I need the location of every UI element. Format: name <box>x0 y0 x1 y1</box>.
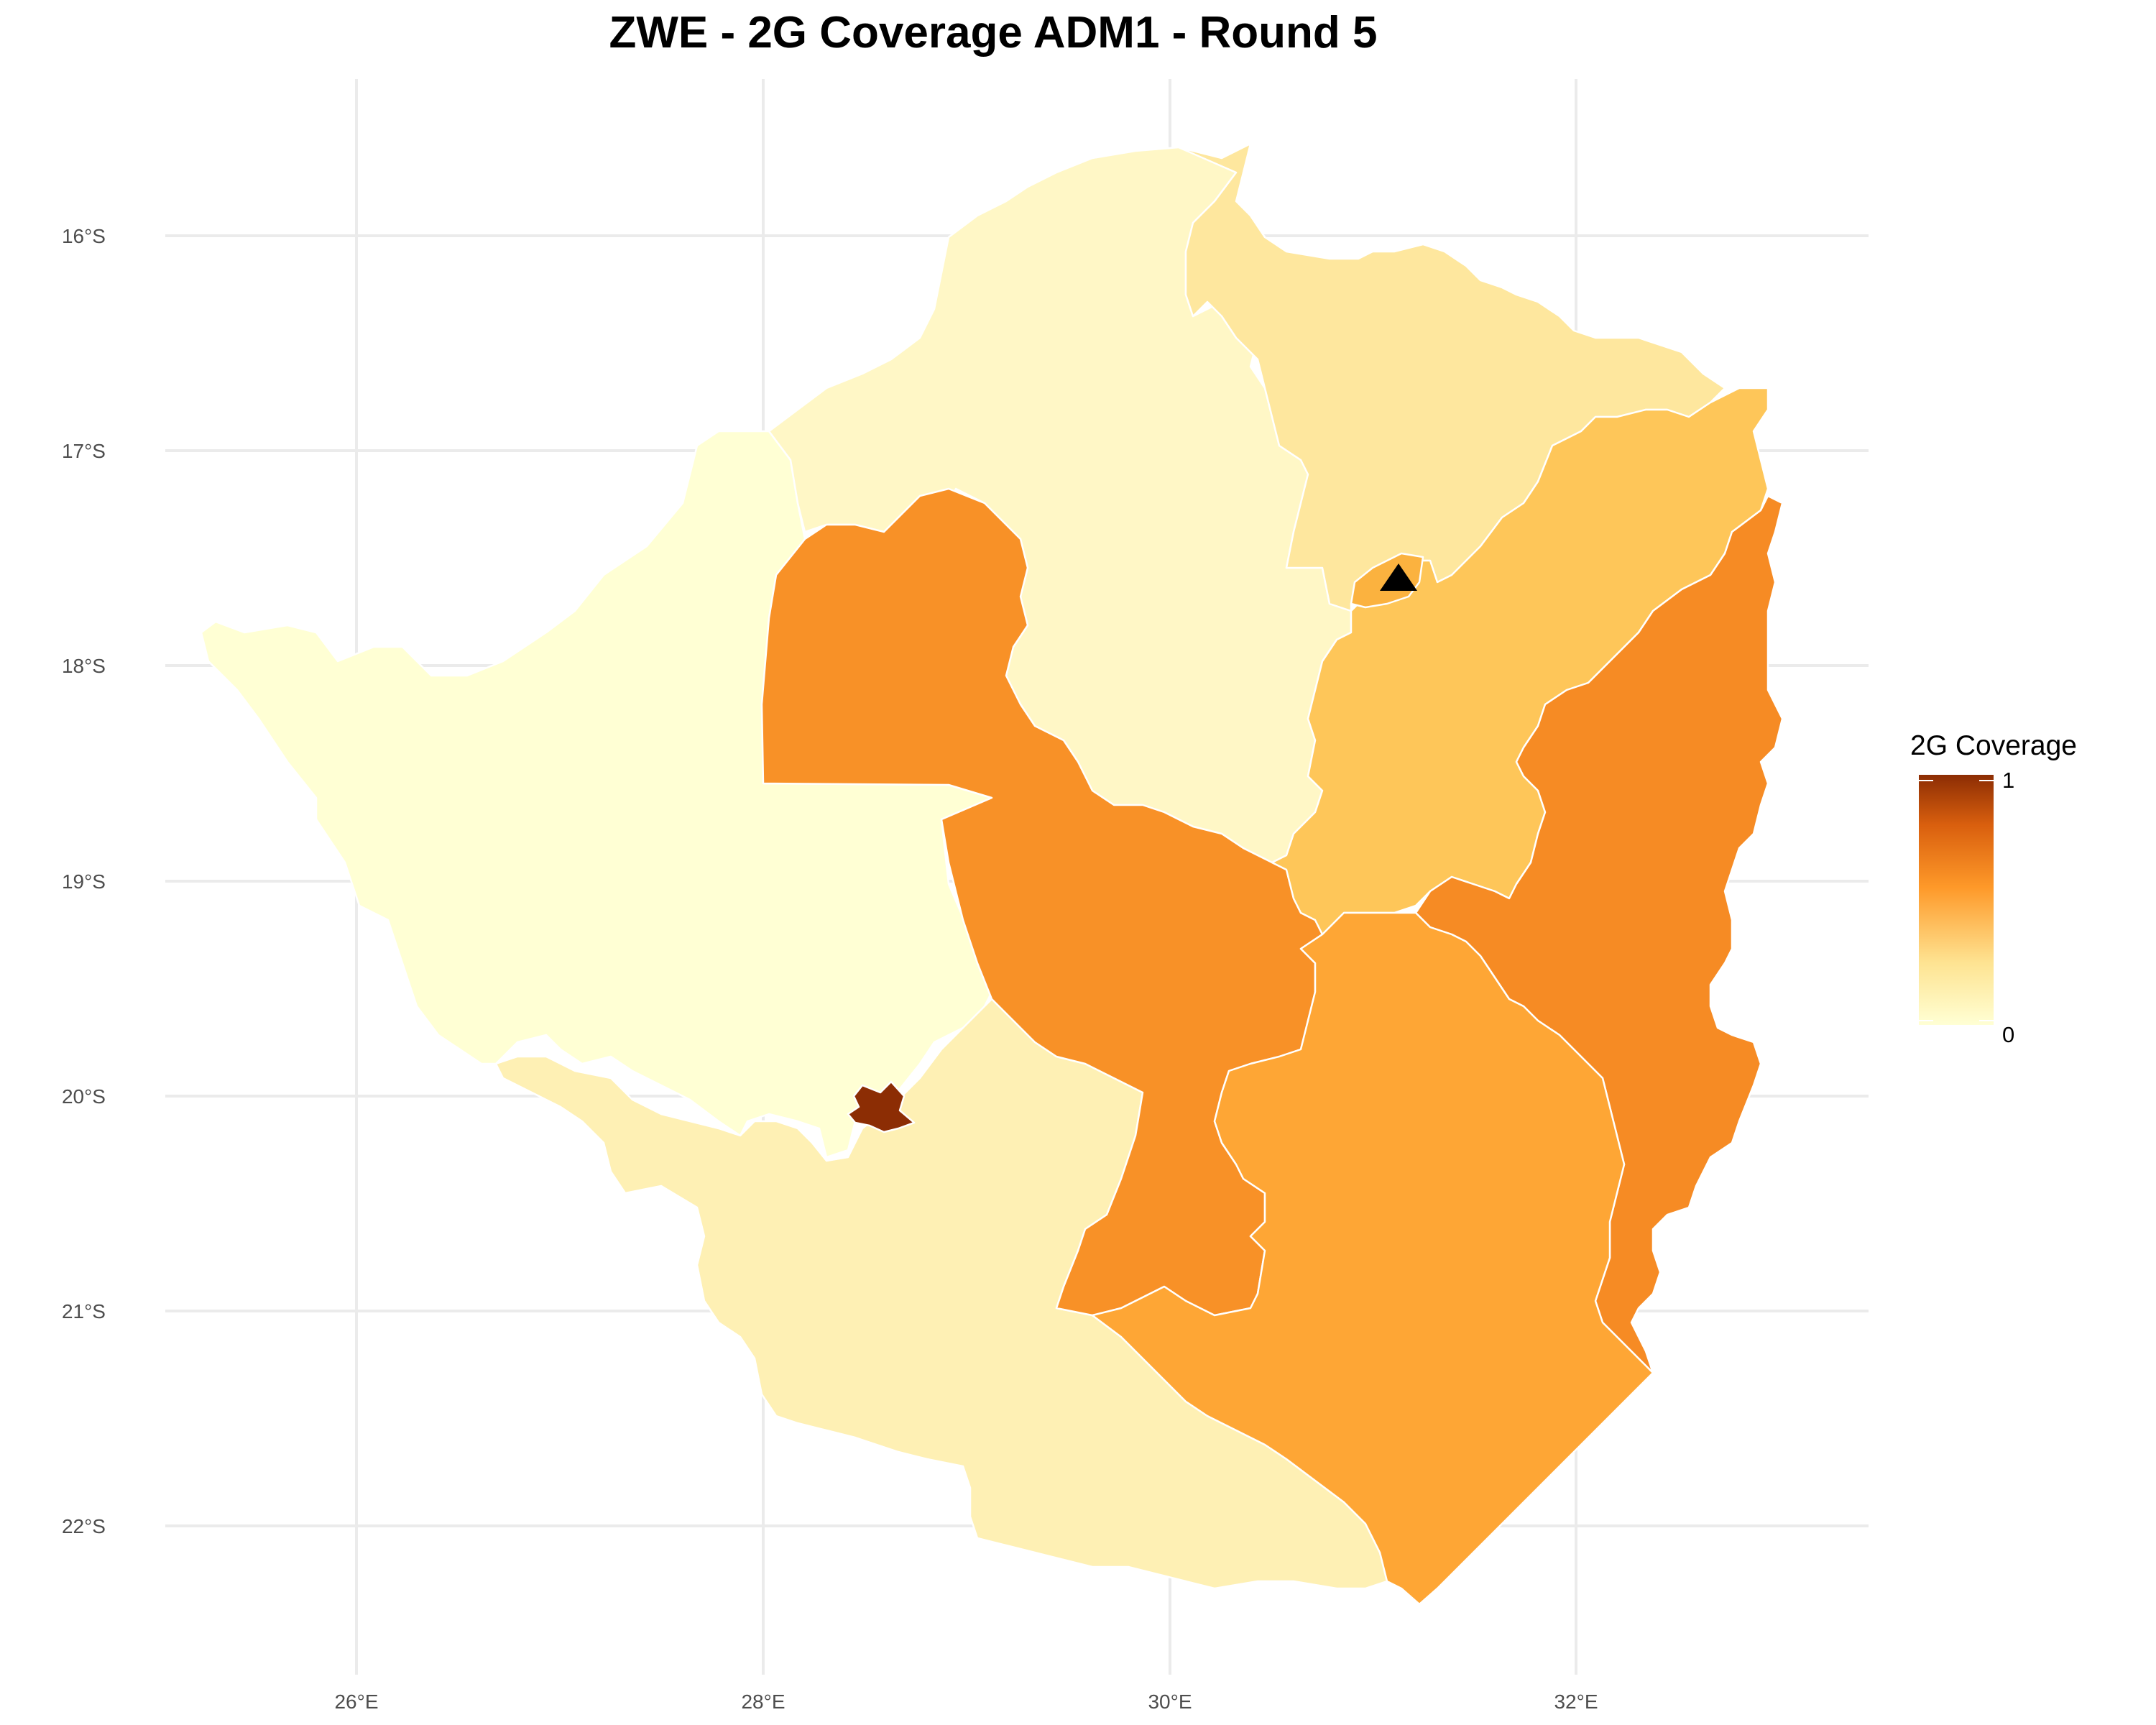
regions <box>200 142 1784 1606</box>
region-matabeleland-north <box>200 430 993 1159</box>
legend: 2G Coverage 1 0 <box>1910 730 2077 1047</box>
x-tick-label: 28°E <box>741 1690 785 1713</box>
y-tick-label: 20°S <box>62 1085 106 1108</box>
y-tick-label: 16°S <box>62 225 106 247</box>
y-tick-label: 17°S <box>62 440 106 462</box>
map-title: ZWE - 2G Coverage ADM1 - Round 5 <box>609 8 1377 58</box>
legend-max-label: 1 <box>2002 768 2014 793</box>
y-tick-label: 21°S <box>62 1300 106 1322</box>
region-masvingo <box>1091 911 1654 1606</box>
x-axis: 26°E 28°E 30°E 32°E <box>334 1690 1598 1713</box>
x-tick-label: 30°E <box>1148 1690 1192 1713</box>
y-tick-label: 22°S <box>62 1515 106 1537</box>
x-tick-label: 32°E <box>1554 1690 1598 1713</box>
y-axis: 16°S 17°S 18°S 19°S 20°S 21°S 22°S <box>62 225 106 1537</box>
x-tick-label: 26°E <box>334 1690 378 1713</box>
y-tick-label: 19°S <box>62 870 106 893</box>
legend-min-label: 0 <box>2002 1022 2014 1047</box>
capital-marker-triangle <box>1380 564 1417 591</box>
region-bulawayo <box>847 1080 916 1133</box>
y-tick-label: 18°S <box>62 655 106 677</box>
legend-colorbar <box>1919 775 1994 1025</box>
legend-title: 2G Coverage <box>1910 730 2077 761</box>
